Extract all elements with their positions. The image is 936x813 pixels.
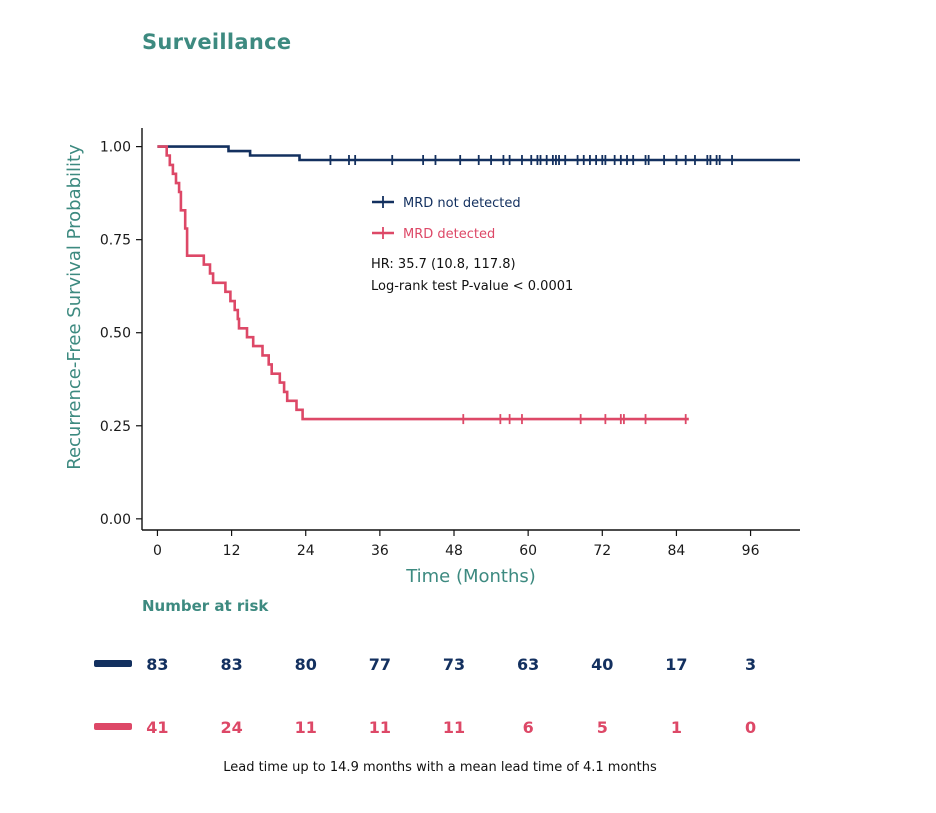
x-tick-label: 72 [593, 543, 611, 559]
x-tick-label: 96 [742, 543, 760, 559]
risk-count: 77 [368, 655, 391, 674]
risk-count: 83 [146, 655, 169, 674]
chart-title: Surveillance [142, 30, 292, 54]
y-tick-label: 1.00 [100, 140, 131, 156]
survival-curves [157, 145, 800, 425]
risk-count: 5 [596, 718, 608, 737]
risk-count: 11 [368, 718, 391, 737]
risk-count: 1 [670, 718, 682, 737]
stats-annotation: HR: 35.7 (10.8, 117.8) [371, 257, 516, 272]
risk-count: 63 [517, 655, 540, 674]
survival-curve-1 [157, 145, 689, 421]
x-tick-label: 84 [668, 543, 686, 559]
y-tick-label: 0.25 [100, 419, 131, 435]
footnote: Lead time up to 14.9 months with a mean … [223, 760, 657, 775]
x-tick-label: 60 [519, 543, 537, 559]
x-tick-label: 48 [445, 543, 463, 559]
x-tick-label: 24 [297, 543, 315, 559]
risk-count: 0 [744, 718, 757, 737]
risk-row-swatch [94, 723, 132, 730]
risk-count: 17 [665, 655, 688, 674]
risk-count: 11 [294, 718, 317, 737]
x-tick-label: 12 [223, 543, 241, 559]
risk-count: 3 [744, 655, 757, 674]
x-tick-label: 36 [371, 543, 389, 559]
legend-label: MRD detected [403, 227, 495, 242]
stats-annotation: Log-rank test P-value < 0.0001 [371, 279, 573, 294]
y-tick-label: 0.75 [100, 233, 131, 249]
risk-count: 83 [220, 655, 243, 674]
risk-count: 24 [220, 718, 243, 737]
risk-table-title: Number at risk [142, 597, 269, 615]
axes: 0 12 24 36 48 60 72 84 96 0.00 0.25 0.50 0.75 1.00 Tim… [64, 128, 800, 587]
y-tick-label: 0.00 [100, 512, 131, 528]
risk-row-swatch [94, 660, 132, 667]
survival-curve-0 [157, 145, 800, 162]
risk-count: 40 [591, 655, 614, 674]
y-axis-title: Recurrence-Free Survival Probability [64, 144, 85, 470]
risk-count: 41 [146, 718, 169, 737]
x-tick-label: 0 [153, 543, 162, 559]
risk-count: 73 [442, 655, 466, 674]
x-axis-title: Time (Months) [405, 566, 536, 587]
risk-count: 11 [442, 718, 466, 737]
risk-count: 6 [522, 718, 534, 737]
y-tick-label: 0.50 [100, 326, 131, 342]
legend: MRD not detected MRD detected [372, 196, 521, 242]
annotations: HR: 35.7 (10.8, 117.8) Log-rank test P-va… [371, 257, 573, 294]
risk-count: 80 [294, 655, 317, 674]
legend-label: MRD not detected [403, 196, 521, 211]
